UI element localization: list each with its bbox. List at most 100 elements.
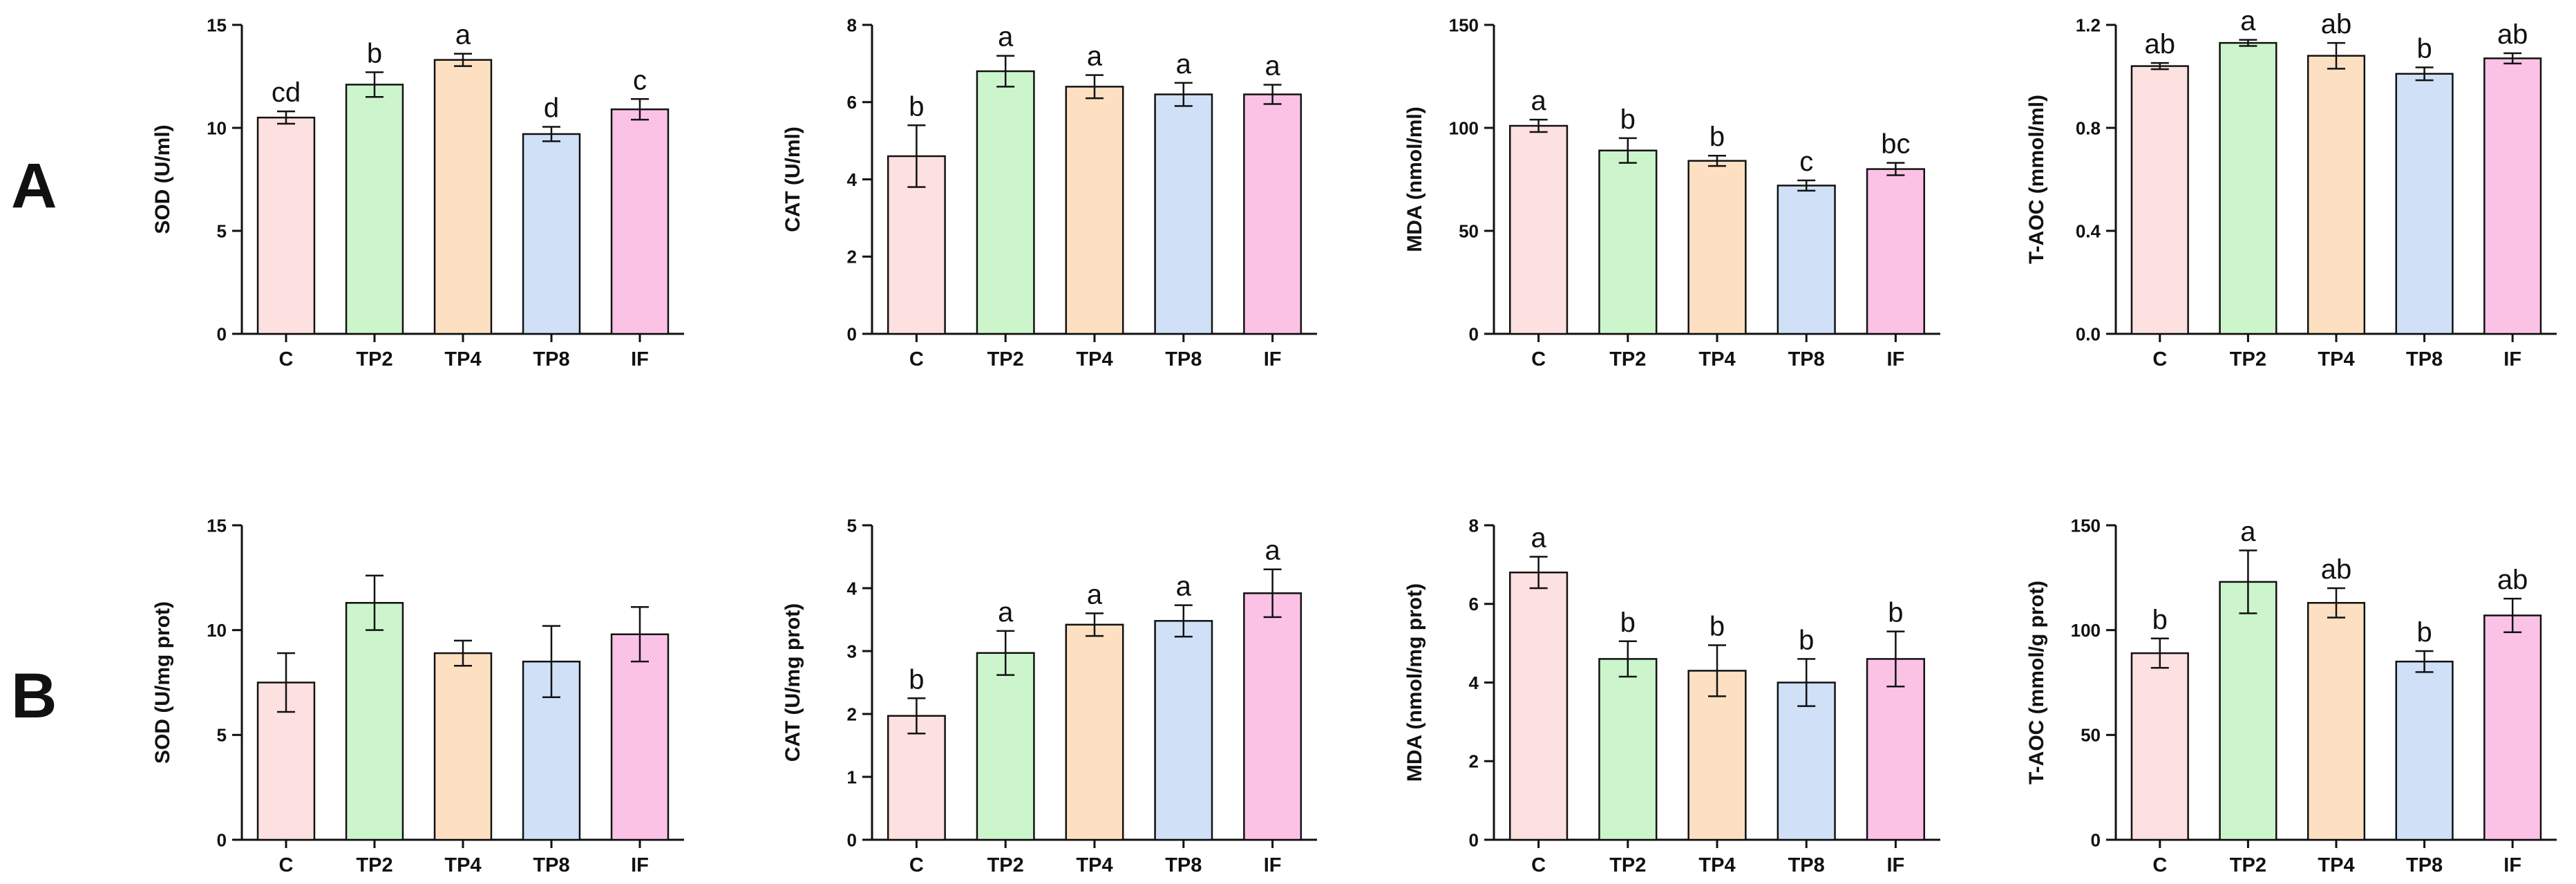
chart-b-1-x-tick-label-if: IF bbox=[631, 854, 649, 876]
chart-b-1-x-tick-label-c: C bbox=[279, 854, 294, 876]
chart-b-4-bar-tp2 bbox=[2219, 581, 2277, 841]
chart-b-2-significance-label-if: a bbox=[1265, 536, 1280, 566]
chart-b-2-y-tick-label: 2 bbox=[847, 704, 857, 724]
chart-b-1-y-tick-label: 0 bbox=[217, 829, 227, 850]
chart-b-1-y-tick-label: 10 bbox=[207, 620, 227, 641]
chart-a-4-significance-label-tp4: ab bbox=[2321, 9, 2352, 39]
chart-a-2-y-tick-label: 4 bbox=[847, 169, 858, 190]
chart-a-2-x-tick-label-c: C bbox=[909, 348, 924, 370]
chart-b-1-x-tick-label-tp2: TP2 bbox=[356, 854, 392, 876]
chart-a-4-y-tick-label: 0.0 bbox=[2076, 323, 2101, 344]
chart-a-4-bar-if bbox=[2483, 57, 2542, 335]
chart-a-3-bar-if bbox=[1866, 168, 1925, 335]
chart-a-2-y-tick-label: 2 bbox=[847, 247, 857, 267]
chart-b-2-bar-if bbox=[1243, 592, 1303, 841]
chart-b-4-bar-tp8 bbox=[2395, 660, 2454, 841]
chart-a-3-significance-label-if: bc bbox=[1881, 129, 1910, 160]
chart-b-3-y-tick-label: 2 bbox=[1469, 751, 1479, 772]
chart-a-3-significance-label-tp8: c bbox=[1799, 147, 1813, 177]
chart-a-4-x-tick-label-c: C bbox=[2152, 348, 2167, 370]
chart-a-3-x-tick-label-tp2: TP2 bbox=[1609, 348, 1646, 370]
chart-b-1-y-axis-title: SOD (U/mg prot) bbox=[151, 601, 174, 764]
chart-b-2-y-tick-label: 5 bbox=[847, 515, 857, 536]
chart-a-3-x-tick-label-if: IF bbox=[1887, 348, 1905, 370]
chart-a-3-y-tick-label: 100 bbox=[1449, 117, 1479, 138]
chart-b-2-y-tick-label: 3 bbox=[847, 641, 857, 661]
chart-b-4-y-tick-label: 100 bbox=[2071, 620, 2101, 641]
chart-b-4: 0 50 100 150 T-AOC (mmol/g prot) Cb TP2 a TP4 ab T… bbox=[2025, 515, 2557, 876]
chart-b-4-x-tick-label-if: IF bbox=[2503, 854, 2521, 876]
chart-b-3-y-tick-label: 8 bbox=[1469, 515, 1479, 536]
row-label-a: A bbox=[11, 151, 57, 221]
chart-b-3-y-tick-label: 6 bbox=[1469, 594, 1479, 614]
chart-b-2-y-axis-title: CAT (U/mg prot) bbox=[782, 603, 804, 762]
chart-a-1-significance-label-if: c bbox=[633, 65, 647, 95]
chart-a-1-y-tick-label: 15 bbox=[207, 15, 227, 35]
chart-a-1-x-tick-label-if: IF bbox=[631, 348, 649, 370]
chart-b-4-y-tick-label: 0 bbox=[2091, 829, 2101, 850]
chart-a-4-significance-label-tp2: a bbox=[2240, 6, 2256, 37]
chart-a-3-significance-label-tp4: b bbox=[1710, 122, 1725, 152]
chart-a-2-bar-tp2 bbox=[976, 70, 1035, 335]
chart-a-4-x-tick-label-tp8: TP8 bbox=[2406, 348, 2443, 370]
chart-b-1-x-tick-label-tp8: TP8 bbox=[533, 854, 569, 876]
chart-b-1-bar-tp2 bbox=[345, 601, 404, 841]
chart-b-2-bar-tp2 bbox=[976, 652, 1035, 841]
chart-a-4-y-tick-label: 0.4 bbox=[2076, 220, 2101, 241]
chart-a-4-bar-c bbox=[2130, 65, 2189, 335]
chart-b-2-significance-label-tp8: a bbox=[1176, 572, 1192, 602]
chart-b-4-bar-if bbox=[2483, 614, 2542, 841]
chart-b-3-significance-label-tp2: b bbox=[1620, 608, 1636, 638]
chart-a-3-y-tick-label: 50 bbox=[1459, 220, 1479, 241]
chart-b-4-x-tick-label-c: C bbox=[2152, 854, 2167, 876]
chart-a-3: 0 50 100 150 MDA (nmol/ml) Ca TP2 b TP4 b TP8 c IF bc bbox=[1403, 15, 1940, 370]
chart-a-3-significance-label-c: a bbox=[1531, 86, 1546, 116]
chart-a-3-y-tick-label: 0 bbox=[1469, 323, 1479, 344]
chart-b-3-significance-label-if: b bbox=[1888, 598, 1903, 628]
chart-b-2-bar-c bbox=[887, 715, 946, 841]
chart-a-1-significance-label-tp8: d bbox=[544, 93, 559, 124]
chart-a-3-x-tick-label-c: C bbox=[1531, 348, 1546, 370]
chart-b-2-bar-tp4 bbox=[1065, 623, 1124, 841]
chart-a-4-y-axis-title: T-AOC (mmol/ml) bbox=[2025, 95, 2048, 264]
row-label-b: B bbox=[11, 661, 57, 731]
chart-a-2-bar-tp8 bbox=[1154, 93, 1213, 335]
chart-b-4-bar-c bbox=[2130, 652, 2189, 841]
chart-a-2-significance-label-if: a bbox=[1265, 51, 1280, 82]
chart-b-1: 0 5 10 15 SOD (U/mg prot) C TP2 TP4 TP8 IF bbox=[151, 515, 684, 876]
chart-a-4-significance-label-c: ab bbox=[2145, 29, 2176, 59]
chart-b-3-x-tick-label-if: IF bbox=[1887, 854, 1905, 876]
chart-b-3-significance-label-tp4: b bbox=[1710, 611, 1725, 641]
chart-b-3-y-tick-label: 4 bbox=[1469, 673, 1479, 693]
chart-a-2-y-tick-label: 6 bbox=[847, 92, 857, 113]
chart-b-2-x-tick-label-tp8: TP8 bbox=[1165, 854, 1202, 876]
chart-b-3-significance-label-tp8: b bbox=[1799, 625, 1814, 655]
chart-b-1-bar-tp4 bbox=[433, 652, 493, 841]
chart-a-4-bar-tp2 bbox=[2219, 41, 2277, 335]
chart-b-2-x-tick-label-tp2: TP2 bbox=[987, 854, 1024, 876]
chart-a-1-y-tick-label: 10 bbox=[207, 117, 227, 138]
chart-b-2: 0 1 2 3 4 5 CAT (U/mg prot) Cb TP2 a TP4 a TP8 a IF a bbox=[782, 515, 1317, 876]
chart-a-4-bar-tp8 bbox=[2395, 73, 2454, 335]
chart-a-1-y-tick-label: 0 bbox=[217, 323, 227, 344]
chart-b-2-y-tick-label: 4 bbox=[847, 578, 858, 599]
chart-b-3-x-tick-label-tp8: TP8 bbox=[1788, 854, 1825, 876]
chart-a-1-y-tick-label: 5 bbox=[217, 220, 227, 241]
chart-a-3-bar-tp2 bbox=[1598, 149, 1658, 335]
chart-b-4-bar-tp4 bbox=[2307, 601, 2366, 841]
chart-a-1-x-tick-label-tp4: TP4 bbox=[444, 348, 481, 370]
chart-a-2-bar-c bbox=[887, 155, 946, 335]
chart-b-2-y-tick-label: 0 bbox=[847, 829, 857, 850]
chart-a-4-y-tick-label: 1.2 bbox=[2076, 15, 2101, 35]
chart-a-2-x-tick-label-tp2: TP2 bbox=[987, 348, 1024, 370]
chart-a-2-x-tick-label-tp4: TP4 bbox=[1076, 348, 1112, 370]
chart-a-2-y-tick-label: 0 bbox=[847, 323, 857, 344]
chart-b-3-y-axis-title: MDA (nmol/mg prot) bbox=[1403, 583, 1426, 782]
chart-a-3-y-axis-title: MDA (nmol/ml) bbox=[1403, 106, 1426, 252]
chart-b-4-significance-label-tp8: b bbox=[2416, 617, 2432, 648]
chart-b-3-bar-c bbox=[1509, 572, 1569, 841]
chart-b-1-y-tick-label: 5 bbox=[217, 725, 227, 746]
chart-a-4-x-tick-label-if: IF bbox=[2503, 348, 2521, 370]
chart-b-3: 0 2 4 6 8 MDA (nmol/mg prot) Ca TP2 b TP4 b TP8 b IF b bbox=[1403, 515, 1940, 876]
